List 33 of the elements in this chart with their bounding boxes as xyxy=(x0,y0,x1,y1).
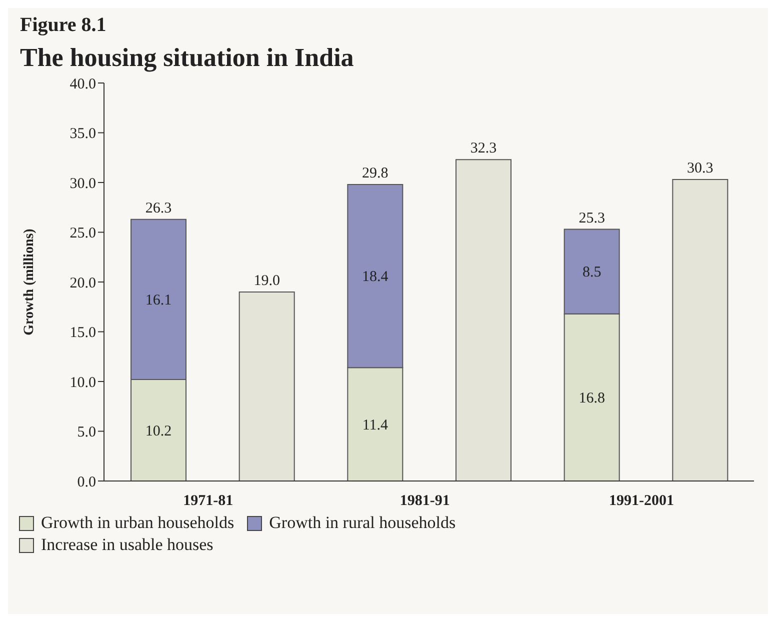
data-label: 8.5 xyxy=(582,264,602,281)
y-axis-title: Growth (millions) xyxy=(22,228,37,336)
data-label: 11.4 xyxy=(362,417,389,434)
y-tick-label: 5.0 xyxy=(77,424,96,441)
chart-subtitle: The housing situation in India xyxy=(19,42,355,73)
chart-title: Figure 8.1 xyxy=(19,13,108,37)
data-label: 19.0 xyxy=(254,272,280,289)
x-tick-label: 1981-91 xyxy=(400,493,450,509)
y-tick-label: 10.0 xyxy=(70,374,96,391)
y-tick-label: 25.0 xyxy=(70,226,96,242)
y-tick-label: 35.0 xyxy=(70,126,96,142)
data-label: 30.3 xyxy=(687,160,714,177)
bar xyxy=(456,159,512,481)
y-tick-label: 30.0 xyxy=(70,176,96,192)
data-label: 16.1 xyxy=(145,292,172,308)
total-label: 26.3 xyxy=(145,200,172,216)
x-tick-label: 1991-2001 xyxy=(609,493,674,509)
y-tick-label: 20.0 xyxy=(70,275,96,292)
data-label: 16.8 xyxy=(578,390,605,406)
y-tick-label: 15.0 xyxy=(70,325,96,342)
legend-label: Growth in urban households xyxy=(41,513,234,533)
y-tick-label: 0.0 xyxy=(77,474,96,490)
total-label: 29.8 xyxy=(362,165,388,182)
legend-label: Increase in usable houses xyxy=(41,535,214,555)
total-label: 25.3 xyxy=(578,210,605,226)
bar xyxy=(672,179,728,481)
y-tick-label: 40.0 xyxy=(70,76,96,92)
legend-label: Growth in rural households xyxy=(269,513,456,533)
data-label: 32.3 xyxy=(470,140,497,157)
data-label: 10.2 xyxy=(145,423,172,440)
data-label: 18.4 xyxy=(362,269,389,286)
bar xyxy=(238,291,295,481)
x-tick-label: 1971-81 xyxy=(183,493,234,509)
